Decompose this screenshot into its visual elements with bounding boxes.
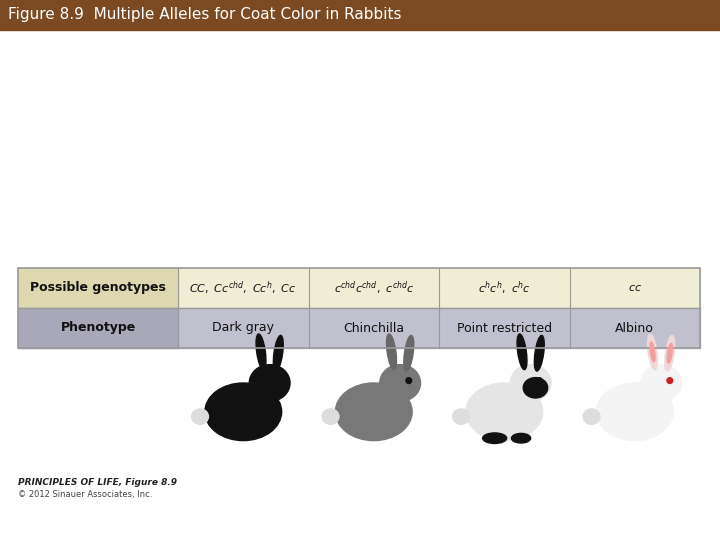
Ellipse shape <box>650 342 655 362</box>
Text: Point restricted: Point restricted <box>456 321 552 334</box>
Text: © 2012 Sinauer Associates, Inc.: © 2012 Sinauer Associates, Inc. <box>18 490 153 499</box>
Ellipse shape <box>387 334 397 370</box>
Ellipse shape <box>379 364 420 401</box>
Ellipse shape <box>510 364 551 401</box>
Circle shape <box>406 377 412 383</box>
Ellipse shape <box>534 335 544 371</box>
Text: Albino: Albino <box>616 321 654 334</box>
Ellipse shape <box>641 364 682 401</box>
Ellipse shape <box>466 383 543 441</box>
Bar <box>18 268 700 348</box>
Circle shape <box>276 377 282 383</box>
Circle shape <box>536 377 542 383</box>
Ellipse shape <box>404 335 414 371</box>
Text: Chinchilla: Chinchilla <box>343 321 405 334</box>
Bar <box>0 0 720 30</box>
Text: Possible genotypes: Possible genotypes <box>30 281 166 294</box>
Text: Phenotype: Phenotype <box>60 321 135 334</box>
Ellipse shape <box>511 434 531 443</box>
Ellipse shape <box>647 334 657 370</box>
Ellipse shape <box>596 383 673 441</box>
Ellipse shape <box>274 335 283 371</box>
Ellipse shape <box>667 343 672 363</box>
Ellipse shape <box>336 383 412 441</box>
Ellipse shape <box>665 335 675 371</box>
Ellipse shape <box>249 364 290 401</box>
Bar <box>18 308 178 348</box>
Text: PRINCIPLES OF LIFE, Figure 8.9: PRINCIPLES OF LIFE, Figure 8.9 <box>18 478 177 487</box>
Ellipse shape <box>322 409 339 424</box>
Circle shape <box>667 377 672 383</box>
Ellipse shape <box>205 383 282 441</box>
Text: $c^{chd}c^{chd},\ c^{chd}c$: $c^{chd}c^{chd},\ c^{chd}c$ <box>333 279 414 297</box>
Text: $c^{h}c^{h},\ c^{h}c$: $c^{h}c^{h},\ c^{h}c$ <box>478 279 531 297</box>
Ellipse shape <box>453 409 469 424</box>
Bar <box>18 268 178 308</box>
Text: Dark gray: Dark gray <box>212 321 274 334</box>
Text: $CC,\ Cc^{chd},\ Cc^{h},\ Cc$: $CC,\ Cc^{chd},\ Cc^{h},\ Cc$ <box>189 279 297 297</box>
Ellipse shape <box>192 409 209 424</box>
Ellipse shape <box>517 334 527 370</box>
Text: $cc$: $cc$ <box>628 283 642 293</box>
Bar <box>18 268 700 308</box>
Ellipse shape <box>583 409 600 424</box>
Text: Figure 8.9  Multiple Alleles for Coat Color in Rabbits: Figure 8.9 Multiple Alleles for Coat Col… <box>8 8 402 23</box>
Ellipse shape <box>523 377 548 398</box>
Ellipse shape <box>482 433 507 443</box>
Bar <box>18 308 700 348</box>
Ellipse shape <box>256 334 266 370</box>
